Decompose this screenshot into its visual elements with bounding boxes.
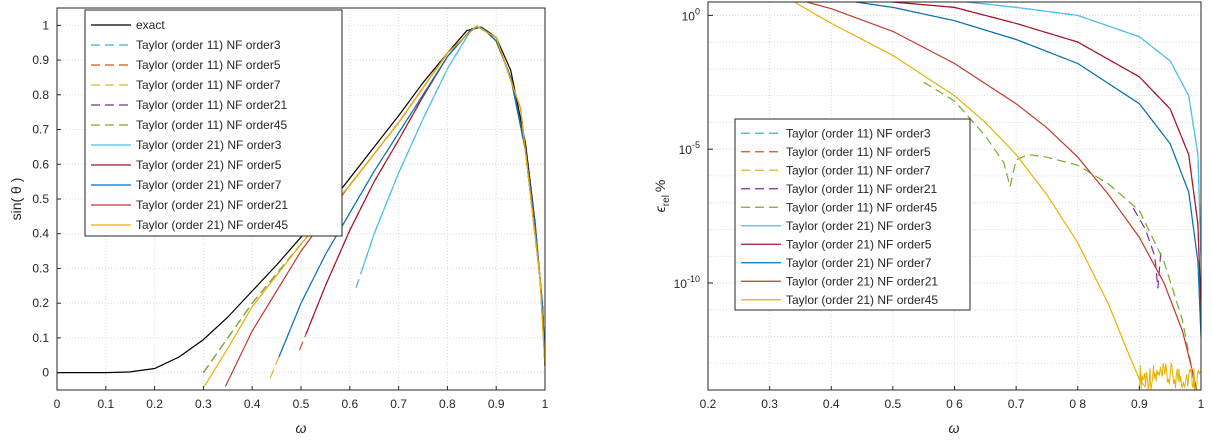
x-tick-label: 0.7 — [390, 397, 407, 411]
x-tick-label: 0.3 — [761, 397, 778, 411]
legend-box — [734, 118, 971, 311]
legend-box — [84, 9, 343, 237]
x-tick-label: 0 — [54, 397, 61, 411]
y-tick-label: 10-5 — [679, 140, 700, 157]
series-line — [793, 2, 1146, 388]
y-tick-label: 0 — [42, 366, 49, 380]
y-tick-label: 0.7 — [32, 123, 49, 137]
series-lines — [793, 2, 1201, 390]
x-tick-label: 0.4 — [244, 397, 261, 411]
series-line — [855, 2, 1201, 337]
legend-label: Taylor (order 21) NF order45 — [136, 218, 288, 232]
y-axis-label: sin( θ ) — [8, 178, 24, 221]
y-tick-labels: 100 10-5 10-10 — [674, 6, 713, 291]
y-axis-label: ϵrel% — [652, 180, 672, 213]
series-line — [966, 2, 1201, 257]
legend: exact Taylor (order 11) NF order3 Taylor (… — [84, 9, 343, 237]
x-axis-label: ω — [949, 420, 960, 436]
x-tick-label: 0.5 — [885, 397, 902, 411]
legend: Taylor (order 11) NF order3 Taylor (order… — [734, 118, 971, 311]
legend-label: Taylor (order 11) NF order3 — [786, 126, 931, 140]
x-tick-label: 0.4 — [823, 397, 840, 411]
legend-label: Taylor (order 21) NF order7 — [786, 256, 932, 270]
legend-label: Taylor (order 21) NF order5 — [786, 237, 932, 251]
y-tick-label: 0.2 — [32, 296, 49, 310]
series-line — [57, 26, 545, 374]
x-tick-labels: 0 0.1 0.2 0.3 0.4 0.5 0.6 0.7 0.8 0.9 1 — [54, 386, 549, 411]
y-tick-label: 0.6 — [32, 157, 49, 171]
svg-text:ϵrel%: ϵrel% — [652, 180, 672, 213]
legend-label: Taylor (order 11) NF order7 — [786, 163, 931, 177]
x-tick-label: 0.2 — [700, 397, 717, 411]
legend-label: Taylor (order 11) NF order21 — [136, 98, 287, 112]
chart-left: 0 0.1 0.2 0.3 0.4 0.5 0.6 0.7 0.8 0.9 1 0 0.1 0.2 0.3… — [8, 7, 549, 436]
x-tick-label: 0.1 — [97, 397, 114, 411]
series-line — [923, 81, 1196, 390]
y-tick-label: 0.9 — [32, 53, 49, 67]
y-tick-label: 0.1 — [32, 331, 49, 345]
x-tick-label: 0.6 — [341, 397, 358, 411]
legend-label: Taylor (order 11) NF order5 — [136, 58, 281, 72]
x-tick-label: 0.8 — [439, 397, 456, 411]
x-tick-labels: 0.2 0.3 0.4 0.5 0 6 0.7 0 8 0.9 1 — [700, 386, 1205, 411]
series-line — [892, 2, 1201, 310]
y-axis-label-symbol: ϵ — [652, 205, 668, 212]
x-axis-label: ω — [296, 420, 307, 436]
y-tick-label: 0.4 — [32, 227, 49, 241]
y-axis-label-subscript: rel — [661, 195, 672, 206]
x-tick-label: 0.5 — [293, 397, 310, 411]
legend-label: Taylor (order 11) NF order45 — [136, 118, 287, 132]
x-tick-label: 0.7 — [1008, 397, 1025, 411]
series-line — [203, 25, 545, 387]
y-tick-label: 0.5 — [32, 192, 49, 206]
legend-label: Taylor (order 21) NF order3 — [136, 138, 282, 152]
legend-label: Taylor (order 21) NF order7 — [136, 178, 282, 192]
x-tick-label: 0.9 — [488, 397, 505, 411]
chart-right: 0.2 0.3 0.4 0.5 0 6 0.7 0 8 0.9 1 100 10-5 10-10 ω… — [652, 1, 1205, 436]
x-tick-label: 1 — [542, 397, 549, 411]
noise-band — [1138, 361, 1201, 390]
legend-label: Taylor (order 11) NF order3 — [136, 38, 281, 52]
y-axis-label-unit: % — [652, 180, 668, 192]
legend-label: Taylor (order 21) NF order21 — [786, 274, 938, 288]
legend-label: Taylor (order 11) NF order21 — [786, 182, 937, 196]
y-tick-label: 100 — [682, 6, 700, 23]
legend-label: exact — [136, 18, 165, 32]
y-tick-labels: 0 0.1 0.2 0.3 0.4 0.5 0.6 0.7 0.8 0.9 1 — [32, 18, 61, 380]
x-tick-label: 1 — [1198, 397, 1205, 411]
x-tick-label: 0.9 — [1131, 397, 1148, 411]
legend-label: Taylor (order 21) NF order21 — [136, 198, 288, 212]
legend-label: Taylor (order 11) NF order5 — [786, 145, 931, 159]
y-tick-label: 0.8 — [32, 88, 49, 102]
x-tick-label: 0 8 — [1069, 397, 1086, 411]
x-tick-label: 0 6 — [946, 397, 963, 411]
legend-label: Taylor (order 21) NF order45 — [786, 293, 938, 307]
y-tick-label: 0.3 — [32, 261, 49, 275]
series-line — [1132, 207, 1162, 289]
legend-label: Taylor (order 11) NF order45 — [786, 200, 937, 214]
x-tick-label: 0.2 — [146, 397, 163, 411]
legend-label: Taylor (order 11) NF order7 — [136, 78, 281, 92]
noise-line — [1138, 361, 1201, 390]
series-line — [806, 2, 1198, 390]
legend-label: Taylor (order 21) NF order3 — [786, 219, 932, 233]
y-tick-label: 1 — [42, 18, 49, 32]
legend-label: Taylor (order 21) NF order5 — [136, 158, 282, 172]
y-tick-label: 10-10 — [674, 274, 700, 291]
x-tick-label: 0.3 — [195, 397, 212, 411]
